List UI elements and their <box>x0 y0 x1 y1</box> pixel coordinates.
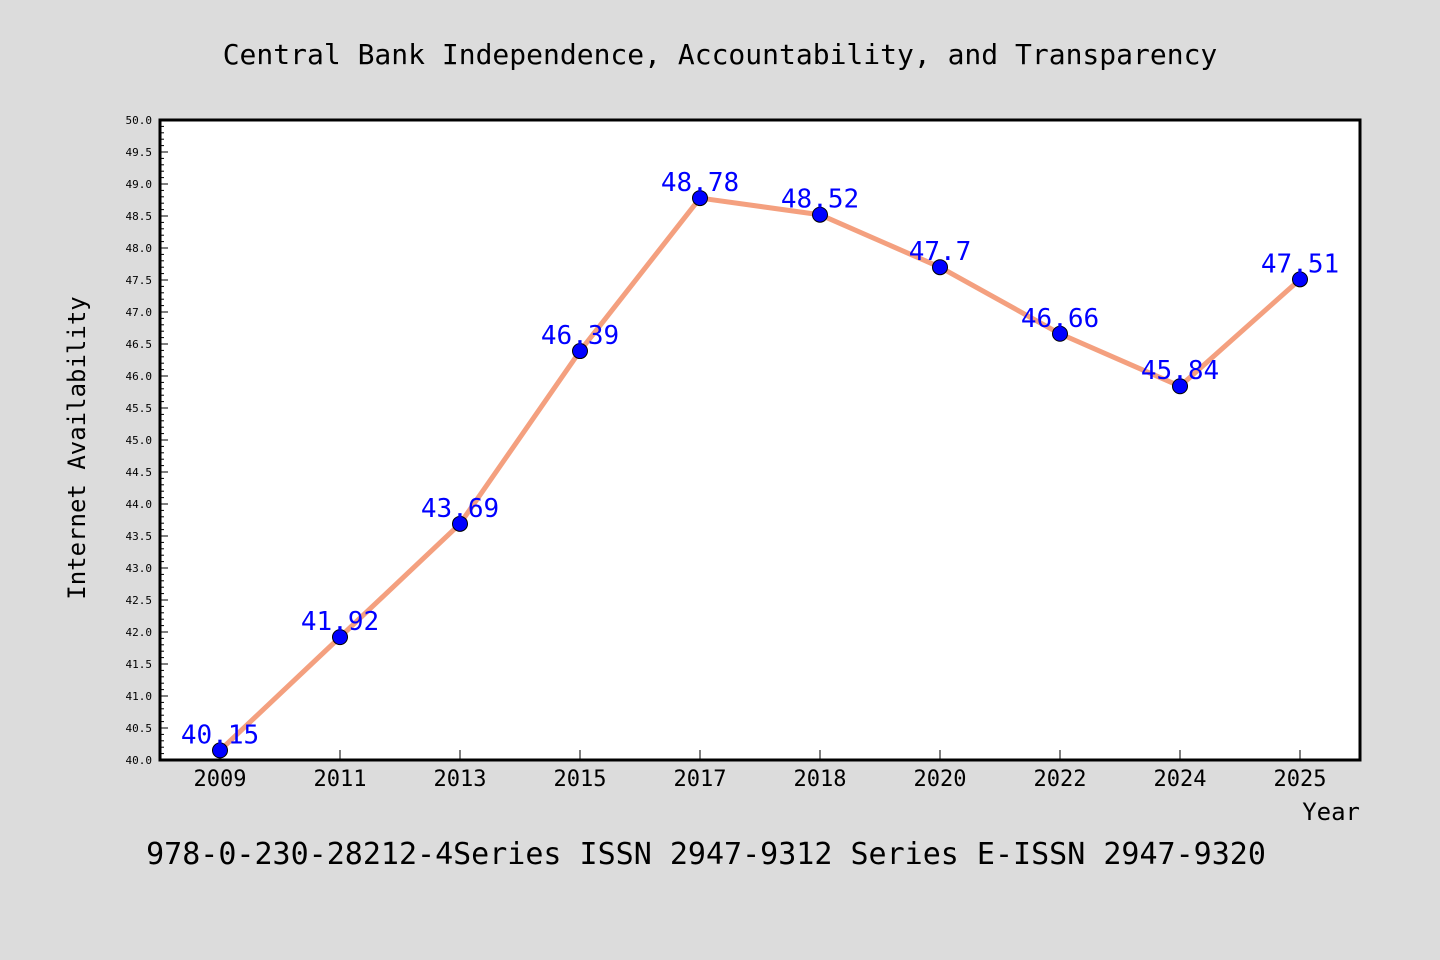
y-tick-label: 43.0 <box>126 562 153 575</box>
data-point <box>1292 271 1308 288</box>
y-tick-label: 44.5 <box>126 466 153 479</box>
y-axis-label: Internet Availability <box>63 296 91 599</box>
x-tick-label: 2017 <box>674 767 727 792</box>
y-tick-label: 48.5 <box>126 210 153 223</box>
x-tick-label: 2018 <box>794 767 847 792</box>
y-tick-label: 47.0 <box>126 306 153 319</box>
x-tick-label: 2020 <box>914 767 967 792</box>
data-point <box>1172 378 1188 395</box>
y-tick-label: 41.5 <box>126 658 153 671</box>
y-tick-label: 48.0 <box>126 242 153 255</box>
y-tick-label: 40.0 <box>126 754 153 767</box>
footer-text: 978-0-230-28212-4Series ISSN 2947-9312 S… <box>146 837 1266 872</box>
data-point <box>692 190 708 207</box>
y-tick-label: 43.5 <box>126 530 153 543</box>
y-tick-label: 41.0 <box>126 690 153 703</box>
x-tick-label: 2015 <box>554 767 607 792</box>
y-tick-label: 44.0 <box>126 498 153 511</box>
x-tick-label: 2022 <box>1034 767 1087 792</box>
y-tick-label: 42.0 <box>126 626 153 639</box>
data-point <box>212 742 228 759</box>
x-axis-label: Year <box>1302 798 1360 826</box>
x-tick-label: 2011 <box>314 767 367 792</box>
data-label: 47.51 <box>1261 249 1339 279</box>
y-tick-label: 50.0 <box>126 114 153 127</box>
data-label: 40.15 <box>181 720 259 750</box>
x-axis: 2009 2011 2013 2015 2017 2018 2020 2022 2024 2025 <box>194 750 1327 792</box>
y-axis: 40.0 40.5 41.0 41.5 42.0 42.5 43.0 43.5 44.0 44.5… <box>126 114 168 767</box>
data-label: 46.66 <box>1021 304 1099 334</box>
data-label: 45.84 <box>1141 356 1219 386</box>
data-label: 48.78 <box>661 168 739 198</box>
y-tick-label: 45.5 <box>126 402 153 415</box>
data-point <box>332 629 348 646</box>
x-tick-label: 2025 <box>1274 767 1327 792</box>
y-tick-label: 40.5 <box>126 722 153 735</box>
y-tick-label: 49.0 <box>126 178 153 191</box>
data-point <box>452 515 468 532</box>
y-tick-label: 45.0 <box>126 434 153 447</box>
y-tick-label: 47.5 <box>126 274 153 287</box>
y-tick-label: 49.5 <box>126 146 153 159</box>
y-tick-label: 46.5 <box>126 338 153 351</box>
data-point <box>812 206 828 223</box>
data-point <box>932 259 948 276</box>
data-label: 46.39 <box>541 321 619 351</box>
data-label: 47.7 <box>909 237 972 267</box>
x-tick-label: 2024 <box>1154 767 1207 792</box>
y-tick-label: 42.5 <box>126 594 153 607</box>
data-point <box>1052 325 1068 342</box>
data-series: 40.15 41.92 43.69 46.39 48.78 48.52 47.7 46.66 4… <box>181 168 1339 759</box>
plot-area <box>158 118 1362 762</box>
x-tick-label: 2013 <box>434 767 487 792</box>
data-label: 48.52 <box>781 185 859 215</box>
data-point <box>572 343 588 360</box>
series-line <box>217 195 1303 753</box>
x-tick-label: 2009 <box>194 767 247 792</box>
data-label: 43.69 <box>421 494 499 524</box>
data-label: 41.92 <box>301 607 379 637</box>
chart-title: Central Bank Independence, Accountabilit… <box>223 38 1218 71</box>
y-tick-label: 46.0 <box>126 370 153 383</box>
